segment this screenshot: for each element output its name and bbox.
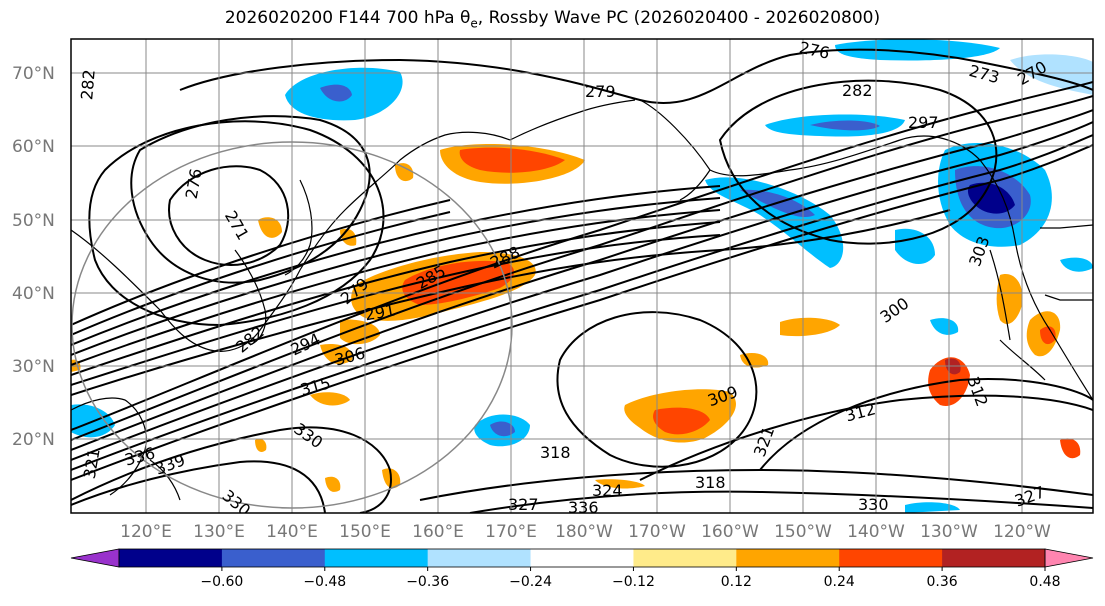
colorbar-segment [633,549,737,567]
lat-label-20: 20°N [12,430,55,450]
contour-label-2: 276 [798,38,832,63]
colorbar-segment [942,549,1046,567]
map-frame [70,38,1094,514]
contour-label-22: 324 [592,481,623,500]
lat-label-60: 60°N [12,137,55,157]
colorbar-tick-label: −0.48 [303,574,346,590]
colorbar-tick-label: 0.12 [721,574,752,590]
lon-label-130w: 130°W [920,522,978,542]
lat-label-70: 70°N [12,64,55,84]
contour-label-5: 297 [908,113,939,132]
contour-label-25: 336 [568,498,599,517]
contour-label-31: 330 [858,495,889,514]
colorbar-segment [839,549,943,567]
contour-label-29: 318 [695,473,726,492]
colorbar-segment [736,549,840,567]
colorbar-tick-label: −0.12 [612,574,655,590]
contour-label-4: 282 [842,81,873,100]
lon-label-150w: 150°W [774,522,832,542]
graticule [71,39,1093,513]
lat-label-40: 40°N [12,284,55,304]
contour-label-3: 279 [585,82,616,101]
colorbar [70,548,1094,568]
theta-e-contours [71,48,1093,513]
colorbar-extend-low [70,548,120,568]
colorbar-tick-labels: −0.60 −0.48 −0.36 −0.24 −0.12 0.12 0.24 0.36 0.4… [200,567,1061,590]
lon-label-140w: 140°W [847,522,905,542]
lon-label-120e: 120°E [120,522,172,542]
colorbar-segment [427,549,532,567]
colorbar-tick-label: −0.24 [509,574,552,590]
contour-label-1: 282 [77,69,99,101]
title-subscript: e [470,16,478,31]
title-suffix: , Rossby Wave PC (2026020400 - 202602080… [477,8,881,28]
colorbar-segment [119,549,223,567]
colorbar-tick-label: 0.24 [824,574,855,590]
lon-label-120w: 120°W [993,522,1051,542]
lon-label-150e: 150°E [339,522,391,542]
contour-label-23: 327 [508,495,539,514]
lon-label-170e: 170°E [485,522,537,542]
title-prefix: 2026020200 F144 700 hPa θ [224,8,471,28]
colorbar-tick-label: −0.60 [200,574,243,590]
latitude-labels: 70°N 60°N 50°N 40°N 30°N 20°N [12,64,55,450]
lat-label-50: 50°N [12,211,55,231]
colorbar-segment [221,549,326,567]
lon-label-130e: 130°E [193,522,245,542]
lon-label-180w: 180°W [555,522,613,542]
lon-label-160w: 160°W [701,522,759,542]
lat-label-30: 30°N [12,357,55,377]
lon-label-160e: 160°E [412,522,464,542]
colorbar-segment [324,549,429,567]
colorbar-frame [118,548,1046,568]
colorbar-tick-label: −0.36 [406,574,449,590]
map-title: 2026020200 F144 700 hPa θe, Rossby Wave … [0,8,1105,30]
longitude-labels: 120°E 130°E 140°E 150°E 160°E 170°E 180°… [120,522,1051,542]
contour-label-20: 318 [540,443,571,462]
lon-label-170w: 170°W [628,522,686,542]
colorbar-tick-label: 0.48 [1029,574,1060,590]
reference-circle [71,141,513,509]
colorbar-extend-high [1044,548,1094,568]
lon-label-140e: 140°E [266,522,318,542]
colorbar-tick-label: 0.36 [927,574,958,590]
colorbar-segment [530,549,634,567]
